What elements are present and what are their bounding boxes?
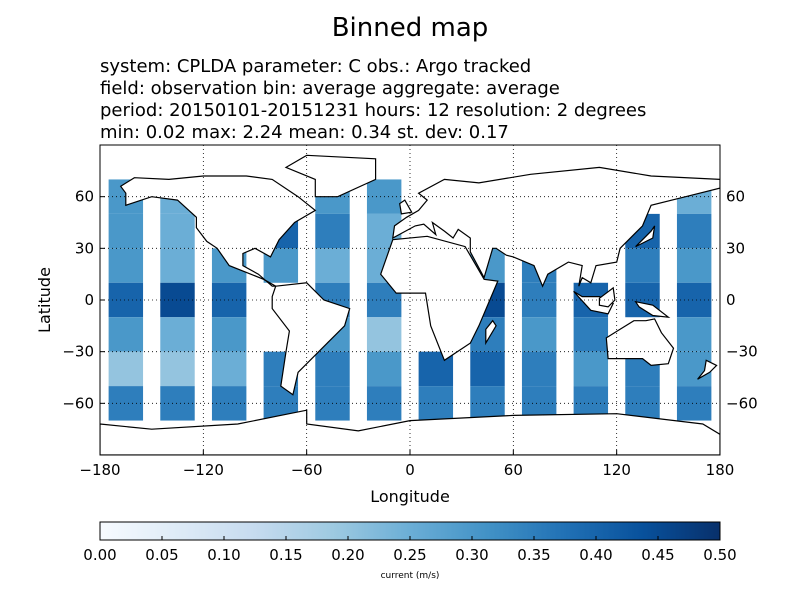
subtitle-line: period: 20150101-20151231 hours: 12 reso… (100, 100, 646, 121)
x-tick-label: 120 (602, 461, 631, 479)
x-axis-label: Longitude (370, 487, 450, 506)
landmass (605, 318, 675, 367)
bin-cell (160, 351, 195, 387)
bin-cell (108, 213, 144, 249)
land (100, 154, 720, 455)
x-tick-label: 0 (405, 461, 415, 479)
y-tick-label: 0 (84, 291, 94, 309)
y-tick-label: −60 (62, 394, 94, 412)
colorbar-tick-label: 0.45 (641, 546, 674, 564)
bin-cell (470, 351, 505, 387)
bin-cell (573, 317, 609, 352)
landmass (392, 166, 720, 288)
bin-cell (676, 386, 712, 421)
bin-cell (108, 317, 144, 352)
y-tick-label-right: 0 (726, 291, 736, 309)
bin-cell (676, 213, 712, 249)
bin-cell (366, 317, 402, 352)
y-tick-label: 30 (75, 239, 94, 257)
landmass (634, 300, 671, 319)
bin-cell (108, 282, 144, 318)
y-tick-label: 60 (75, 188, 94, 206)
bin-cell (315, 213, 350, 249)
y-tick-label-right: 60 (726, 188, 745, 206)
subtitle-line: system: CPLDA parameter: C obs.: Argo tr… (100, 56, 531, 77)
subtitle-line: min: 0.02 max: 2.24 mean: 0.34 st. dev: … (100, 122, 509, 143)
bin-cell (366, 351, 402, 387)
y-tick-label-right: −60 (726, 394, 758, 412)
landmass (284, 154, 377, 198)
y-tick-label-right: −30 (726, 343, 758, 361)
bin-cell (676, 248, 712, 283)
colorbar-tick-label: 0.35 (517, 546, 550, 564)
bin-cell (315, 248, 350, 283)
bin-cell (573, 351, 609, 387)
bin-cell (676, 282, 712, 318)
bin-cell (160, 213, 195, 249)
x-tick-label: 60 (504, 461, 523, 479)
bin-cell (521, 282, 557, 318)
bin-cell (211, 317, 247, 352)
landmass (485, 319, 497, 346)
y-axis-label: Latitude (35, 267, 54, 333)
landmass (100, 409, 720, 455)
chart-title: Binned map (332, 13, 489, 43)
bin-cell (211, 282, 247, 318)
landmass (380, 235, 499, 362)
x-tick-label: −180 (79, 461, 120, 479)
bin-cell (470, 386, 505, 421)
landmass (598, 286, 616, 308)
subtitle-line: field: observation bin: average aggregat… (100, 78, 560, 99)
colorbar-tick-label: 0.05 (145, 546, 178, 564)
colorbar-tick-label: 0.40 (579, 546, 612, 564)
bin-cell (160, 248, 195, 283)
bin-cell (108, 351, 144, 387)
y-tick-label-right: 30 (726, 239, 745, 257)
colorbar-tick-label: 0.00 (83, 546, 116, 564)
bin-cell (211, 351, 247, 387)
colorbar-tick-label: 0.15 (269, 546, 302, 564)
bin-cell (418, 386, 454, 421)
colorbar-tick-label: 0.25 (393, 546, 426, 564)
colorbar-tick-label: 0.10 (207, 546, 240, 564)
bin-cell (521, 351, 557, 387)
bin-cell (160, 282, 195, 318)
bin-cell (521, 317, 557, 352)
x-tick-label: −60 (291, 461, 323, 479)
bin-cell (676, 317, 712, 352)
x-tick-label: 180 (706, 461, 735, 479)
colorbar-tick-label: 0.50 (703, 546, 736, 564)
colorbar-label: current (m/s) (381, 571, 440, 581)
bin-cell (160, 317, 195, 352)
colorbar-tick-label: 0.30 (455, 546, 488, 564)
colorbar-tick-label: 0.20 (331, 546, 364, 564)
landmass (573, 290, 615, 315)
landmass (635, 225, 656, 248)
bin-cell (211, 386, 247, 421)
bin-cell (108, 386, 144, 421)
landmass (119, 175, 317, 287)
grid (99, 145, 721, 455)
bin-cell (108, 248, 144, 283)
bin-cell (315, 351, 350, 387)
landmass (271, 282, 351, 396)
y-tick-label: −30 (62, 343, 94, 361)
landmass (697, 359, 718, 380)
landmass (399, 199, 413, 215)
bin-cell (160, 386, 195, 421)
bin-cell (625, 248, 660, 283)
x-tick-label: −120 (183, 461, 224, 479)
